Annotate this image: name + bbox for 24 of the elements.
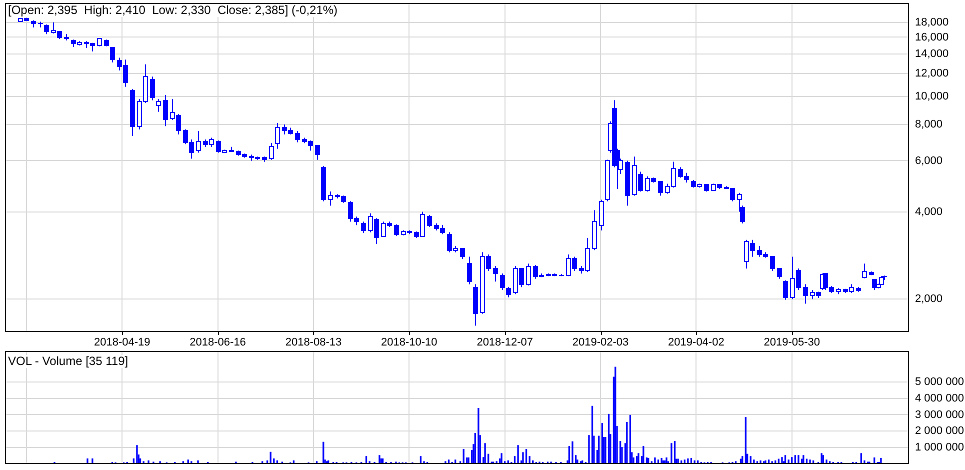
y-tick-label: 14,000 (915, 48, 949, 60)
chart-title: [Open: 2,395 High: 2,410 Low: 2,330 Close: 2,385] (-0,21%) (7, 3, 339, 17)
y-tick-label: 2,000 (915, 293, 943, 306)
y-tick-label: 3 000 000 (915, 408, 964, 421)
x-tick-label: 2018-08-13 (285, 336, 342, 349)
y-tick-label: 4,000 (915, 206, 943, 218)
y-tick-label: 12,000 (915, 68, 949, 80)
y-tick-label: 5 000 000 (915, 376, 964, 388)
x-tick-label: 2019-02-03 (572, 336, 629, 349)
y-tick-label: 1 000 000 (915, 442, 964, 454)
y-tick-label: 2 000 000 (915, 425, 964, 438)
x-tick-label: 2019-05-30 (764, 336, 820, 349)
x-tick-label: 2018-12-07 (476, 336, 533, 349)
x-tick-label: 2019-04-02 (668, 336, 724, 349)
x-tick-label: 2018-10-10 (381, 336, 438, 349)
y-tick-label: 6,000 (915, 154, 943, 167)
x-tick-label: 2018-04-19 (94, 336, 150, 349)
x-tick-label: 2018-06-16 (190, 336, 246, 349)
y-tick-label: 18,000 (915, 16, 949, 28)
y-tick-label: 4 000 000 (915, 392, 964, 404)
y-tick-label: 10,000 (915, 90, 949, 102)
chart-title: VOL - Volume [35 119] (7, 354, 130, 368)
y-tick-label: 8,000 (915, 118, 943, 131)
y-tick-label: 16,000 (915, 31, 949, 44)
